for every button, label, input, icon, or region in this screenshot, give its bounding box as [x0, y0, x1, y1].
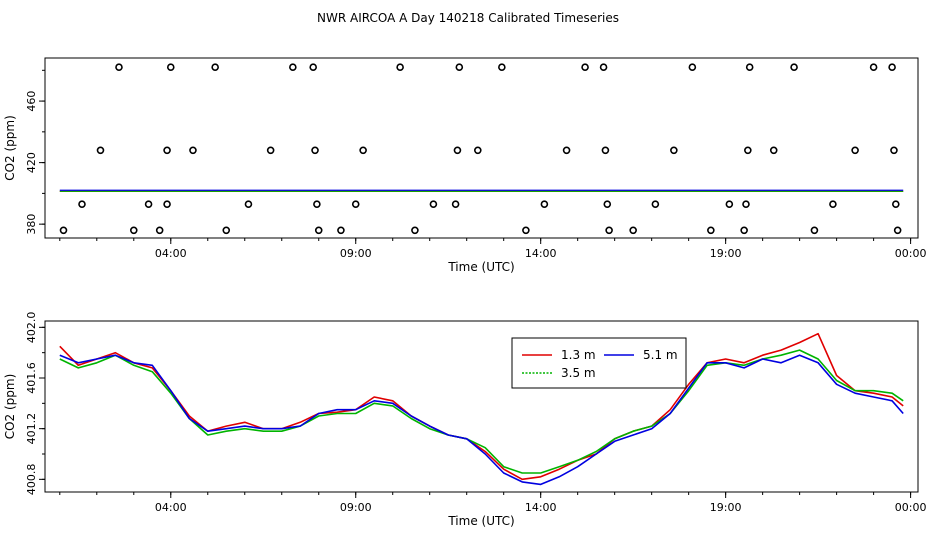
scatter-point — [337, 226, 345, 235]
scatter-point — [313, 200, 321, 208]
scatter-point — [244, 200, 253, 208]
scatter-point — [359, 146, 367, 155]
scatter-point — [78, 200, 86, 208]
scatter-point — [603, 200, 612, 208]
x-tick-label: 19:00 — [710, 247, 742, 260]
legend: 1.3 m 5.1 m 3.5 m — [511, 337, 687, 389]
x-tick-label: 00:00 — [895, 247, 927, 260]
legend-box — [511, 337, 687, 389]
scatter-point — [893, 226, 902, 235]
scatter-point — [890, 146, 898, 155]
scatter-point — [396, 63, 404, 72]
scatter-point — [314, 226, 323, 235]
scatter-point — [189, 146, 197, 155]
scatter-point — [155, 226, 164, 235]
scatter-point — [851, 146, 859, 155]
series-line — [59, 349, 904, 474]
scatter-point — [96, 146, 105, 155]
scatter-point — [498, 63, 506, 72]
scatter-point — [144, 200, 153, 208]
legend-label: 3.5 m — [561, 366, 596, 380]
y-tick-label: 400.8 — [25, 464, 38, 496]
scatter-point — [453, 146, 462, 155]
scatter-point — [888, 63, 896, 72]
x-tick-label: 14:00 — [525, 247, 557, 260]
scatter-point — [829, 200, 837, 208]
scatter-point — [740, 226, 748, 235]
series-line — [59, 354, 904, 486]
scatter-point — [744, 146, 752, 155]
scatter-point — [266, 146, 275, 155]
scatter-point — [163, 200, 171, 208]
scatter-point — [810, 226, 819, 235]
y-axis-label: CO2 (ppm) — [3, 115, 17, 181]
scatter-point — [745, 63, 754, 72]
scatter-point — [429, 200, 438, 208]
y-axis-label: CO2 (ppm) — [3, 374, 17, 440]
scatter-point — [892, 200, 900, 208]
scatter-point — [474, 146, 482, 155]
scatter-point — [769, 146, 778, 155]
scatter-point — [651, 200, 660, 208]
scatter-point — [351, 200, 360, 208]
chart-title: NWR AIRCOA A Day 140218 Calibrated Times… — [317, 11, 619, 25]
scatter-point — [601, 146, 610, 155]
x-tick-label: 00:00 — [895, 501, 927, 514]
legend-label: 1.3 m — [561, 348, 596, 362]
y-tick-label: 401.2 — [25, 413, 38, 445]
scatter-point — [451, 200, 460, 208]
scatter-point — [289, 63, 297, 72]
plot-frame — [44, 320, 919, 493]
y-tick-label: 460 — [25, 91, 38, 112]
line-panel: 04:00 09:00 14:00 19:00 00:00 400.8 401.2 401.6… — [3, 312, 926, 528]
y-tick-label: 380 — [25, 214, 38, 235]
scatter-point — [115, 63, 123, 72]
x-tick-label: 19:00 — [710, 501, 742, 514]
x-tick-label: 04:00 — [155, 247, 187, 260]
scatter-point — [411, 226, 419, 235]
y-tick-label: 402.0 — [25, 312, 38, 344]
scatter-point — [670, 146, 678, 155]
x-axis-label: Time (UTC) — [447, 260, 514, 274]
scatter-point — [211, 63, 219, 72]
legend-label: 5.1 m — [643, 348, 678, 362]
scatter-point — [562, 146, 571, 155]
scatter-point — [742, 200, 750, 208]
scatter-point — [163, 146, 171, 155]
scatter-point — [309, 63, 317, 72]
scatter-point — [129, 226, 138, 235]
scatter-point — [599, 63, 608, 72]
x-tick-label: 09:00 — [340, 501, 372, 514]
scatter-point — [59, 226, 68, 235]
scatter-point — [166, 63, 175, 72]
scatter-point — [605, 226, 613, 235]
scatter-point — [869, 63, 878, 72]
scatter-point — [688, 63, 697, 72]
scatter-point — [581, 63, 589, 72]
x-tick-label: 09:00 — [340, 247, 372, 260]
scatter-point — [522, 226, 530, 235]
scatter-point — [222, 226, 231, 235]
scatter-panel: 04:00 09:00 14:00 19:00 00:00 380 420 460 Time (… — [3, 57, 927, 274]
x-tick-label: 04:00 — [155, 501, 187, 514]
scatter-point — [540, 200, 549, 208]
scatter-point — [707, 226, 715, 235]
scatter-point — [311, 146, 319, 155]
scatter-point — [455, 63, 464, 72]
y-tick-label: 420 — [25, 152, 38, 173]
x-axis-label: Time (UTC) — [447, 514, 514, 528]
scatter-point — [790, 63, 798, 72]
x-tick-label: 14:00 — [525, 501, 557, 514]
plot-frame — [44, 57, 919, 239]
scatter-point — [629, 226, 637, 235]
scatter-point — [725, 200, 734, 208]
y-tick-label: 401.6 — [25, 362, 38, 394]
